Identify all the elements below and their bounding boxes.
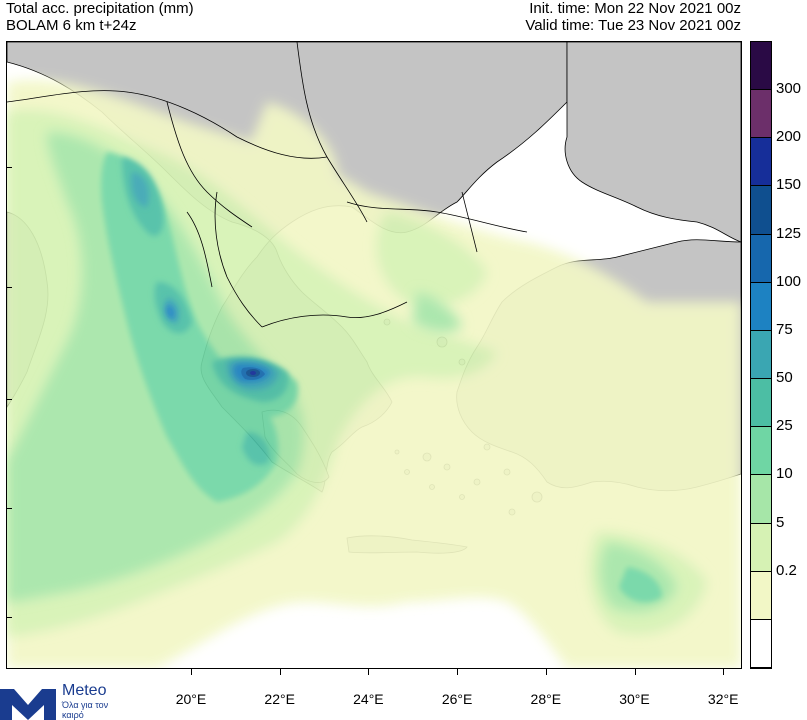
color-legend-label: 75 <box>776 320 793 338</box>
color-legend-swatch <box>751 138 771 187</box>
model-label: BOLAM 6 km t+24z <box>6 17 137 34</box>
color-legend-label: 125 <box>776 224 802 242</box>
lon-tick <box>723 669 725 675</box>
lat-tick <box>6 617 12 618</box>
color-legend <box>750 41 772 669</box>
map-frame <box>6 41 742 669</box>
color-legend-label: 10 <box>776 465 793 483</box>
color-legend-label: 25 <box>776 417 793 435</box>
color-legend-swatch <box>751 523 771 572</box>
color-legend-label: 50 <box>776 369 793 387</box>
precip-overlay <box>7 80 741 668</box>
lon-tick <box>191 669 192 675</box>
lon-tick-label: 30°E <box>619 691 650 707</box>
color-legend-swatch <box>751 330 771 380</box>
color-legend-label: 150 <box>776 176 802 194</box>
lon-tick-label: 20°E <box>175 691 207 707</box>
color-legend-swatch <box>751 90 771 139</box>
lon-tick-label: 24°E <box>353 691 384 707</box>
color-legend-label: 100 <box>776 272 802 290</box>
lon-tick <box>545 669 547 675</box>
lon-tick-label: 26°E <box>441 691 473 707</box>
color-legend-label: 200 <box>776 128 802 146</box>
lon-tick <box>279 669 281 675</box>
lon-tick <box>368 669 370 675</box>
lat-tick <box>6 508 12 509</box>
color-legend-swatch <box>751 427 771 476</box>
color-legend-swatch <box>751 379 771 428</box>
meteo-m-icon <box>0 689 56 720</box>
map-title: Total acc. precipitation (mm) <box>6 0 194 17</box>
color-legend-label: 0.2 <box>776 561 797 579</box>
header-right: Init. time: Mon 22 Nov 2021 00z Valid ti… <box>525 0 741 34</box>
meteo-logo: Meteo Όλα για τον καιρό <box>0 680 130 720</box>
brand-name: Meteo <box>62 682 107 699</box>
color-legend-swatch <box>751 475 771 524</box>
lon-tick-label: 22°E <box>264 691 295 707</box>
color-legend-swatch <box>751 571 771 620</box>
color-legend-swatch <box>751 282 771 331</box>
land-north-east <box>564 42 741 243</box>
lon-tick-label: 32°E <box>707 691 739 707</box>
brand-slogan: Όλα για τον καιρό <box>62 700 109 720</box>
init-time: Init. time: Mon 22 Nov 2021 00z <box>529 0 741 17</box>
color-legend-swatch <box>751 42 771 91</box>
color-legend-swatch <box>751 619 771 668</box>
color-legend-swatch <box>751 234 771 283</box>
color-legend-label: 5 <box>776 513 785 531</box>
color-legend-label: 300 <box>776 80 802 98</box>
lon-tick <box>634 669 636 675</box>
color-legend-swatch <box>751 186 771 235</box>
lat-tick <box>6 167 12 168</box>
country-borders <box>7 42 528 328</box>
lat-tick <box>6 287 12 288</box>
lon-tick <box>457 669 459 675</box>
header-left: Total acc. precipitation (mm) BOLAM 6 km… <box>6 0 194 34</box>
valid-time: Valid time: Tue 23 Nov 2021 00z <box>525 17 741 34</box>
precipitation-map <box>7 42 741 668</box>
lat-tick <box>6 399 12 400</box>
lon-tick-label: 28°E <box>530 691 562 707</box>
